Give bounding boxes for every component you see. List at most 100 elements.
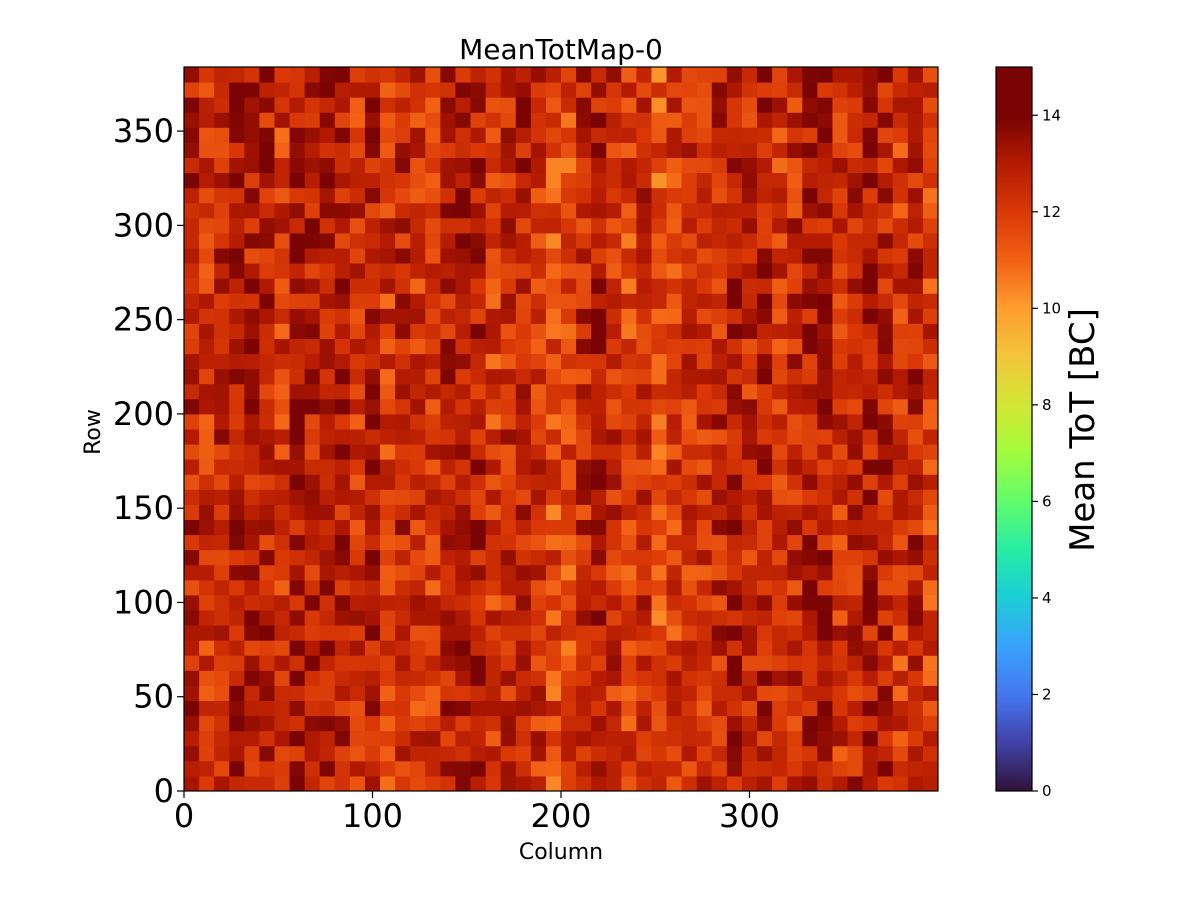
heatmap-cell: [184, 474, 200, 490]
heatmap-cell: [651, 685, 668, 701]
heatmap-cell: [440, 368, 456, 385]
heatmap-cell: [636, 323, 652, 339]
heatmap-cell: [877, 323, 894, 339]
heatmap-cell: [802, 625, 818, 641]
heatmap-cell: [455, 489, 472, 505]
heatmap-cell: [817, 232, 833, 249]
heatmap-cell: [440, 429, 456, 445]
heatmap-cell: [395, 685, 411, 701]
heatmap-cell: [184, 127, 200, 143]
heatmap-cell: [576, 700, 592, 717]
heatmap-cell: [530, 202, 547, 219]
heatmap-cell: [395, 474, 411, 490]
heatmap-cell: [741, 549, 758, 566]
heatmap-cell: [545, 157, 562, 174]
heatmap-cell: [229, 670, 245, 686]
heatmap-cell: [244, 187, 260, 204]
heatmap-cell: [184, 459, 200, 475]
heatmap-cell: [244, 745, 260, 762]
heatmap-cell: [364, 579, 381, 596]
heatmap-cell: [877, 625, 894, 641]
heatmap-cell: [214, 353, 230, 370]
heatmap-cell: [395, 127, 411, 143]
heatmap-cell: [259, 232, 275, 249]
heatmap-cell: [214, 715, 230, 732]
heatmap-cell: [772, 338, 788, 355]
heatmap-cell: [199, 745, 215, 762]
heatmap-cell: [711, 564, 728, 581]
heatmap-cell: [199, 248, 215, 264]
heatmap-cell: [530, 775, 547, 792]
heatmap-cell: [681, 172, 698, 189]
heatmap-cell: [199, 278, 215, 294]
heatmap-cell: [319, 730, 336, 747]
heatmap-cell: [364, 610, 381, 626]
heatmap-cell: [907, 278, 924, 294]
heatmap-cell: [229, 293, 245, 309]
heatmap-cell: [259, 459, 275, 475]
heatmap-cell: [907, 202, 924, 219]
heatmap-cell: [410, 700, 426, 717]
heatmap-cell: [817, 97, 833, 113]
heatmap-cell: [787, 338, 803, 355]
heatmap-cell: [561, 142, 577, 158]
heatmap-cell: [922, 67, 939, 83]
heatmap-cell: [666, 504, 683, 520]
heatmap-cell: [847, 429, 864, 445]
heatmap-cell: [410, 745, 426, 762]
heatmap-cell: [847, 157, 864, 174]
heatmap-cell: [817, 745, 833, 762]
heatmap-cell: [636, 459, 652, 475]
heatmap-cell: [892, 232, 909, 249]
heatmap-cell: [214, 278, 230, 294]
heatmap-cell: [485, 549, 502, 566]
heatmap-cell: [500, 413, 517, 430]
heatmap-cell: [289, 670, 306, 686]
heatmap-cell: [364, 670, 381, 686]
heatmap-cell: [847, 715, 864, 732]
heatmap-cell: [289, 444, 306, 460]
heatmap-cell: [410, 217, 426, 234]
heatmap-cell: [907, 157, 924, 174]
heatmap-cell: [862, 474, 879, 490]
heatmap-cell: [757, 112, 773, 128]
heatmap-cell: [470, 489, 487, 505]
heatmap-cell: [787, 413, 803, 430]
heatmap-cell: [395, 655, 411, 671]
heatmap-cell: [636, 202, 652, 219]
heatmap-cell: [772, 82, 788, 98]
heatmap-cell: [349, 127, 366, 143]
colorbar-tick-label: 4: [1042, 589, 1052, 607]
heatmap-cell: [229, 640, 245, 656]
heatmap-cell: [364, 564, 381, 581]
heatmap-cell: [349, 413, 366, 430]
heatmap-cell: [651, 429, 668, 445]
heatmap-cell: [666, 398, 683, 415]
heatmap-cell: [349, 594, 366, 611]
heatmap-cell: [862, 232, 879, 249]
heatmap-cell: [440, 353, 456, 370]
heatmap-cell: [515, 232, 532, 249]
heatmap-cell: [817, 429, 833, 445]
heatmap-cell: [380, 700, 396, 717]
heatmap-cell: [907, 459, 924, 475]
heatmap-cell: [832, 368, 849, 385]
heatmap-cell: [877, 157, 894, 174]
heatmap-cell: [395, 730, 411, 747]
heatmap-cell: [591, 655, 607, 671]
heatmap-cell: [621, 655, 637, 671]
heatmap-cell: [847, 398, 864, 415]
heatmap-cell: [576, 172, 592, 189]
heatmap-cell: [530, 700, 547, 717]
heatmap-cell: [862, 112, 879, 128]
heatmap-cell: [289, 474, 306, 490]
heatmap-cell: [666, 187, 683, 204]
heatmap-cell: [440, 308, 456, 324]
heatmap-cell: [561, 67, 577, 83]
heatmap-cell: [289, 775, 306, 792]
heatmap-cell: [425, 82, 441, 98]
heatmap-cell: [817, 640, 833, 656]
heatmap-cell: [470, 700, 487, 717]
